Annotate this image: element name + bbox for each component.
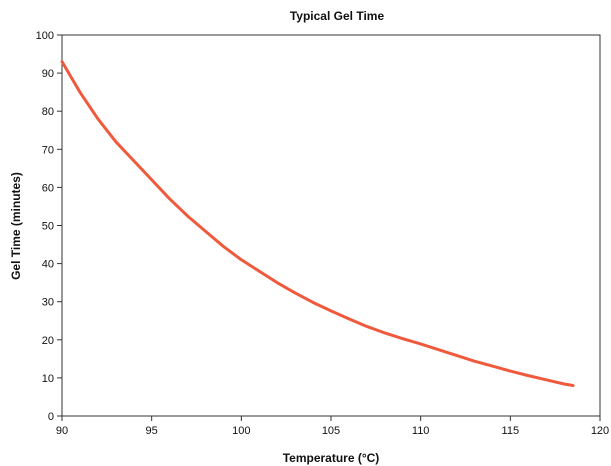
y-tick-label: 10: [42, 373, 54, 385]
y-tick-label: 100: [36, 30, 54, 42]
x-tick-label: 110: [412, 425, 430, 437]
x-tick-label: 90: [56, 425, 68, 437]
series-layer: [60, 60, 575, 388]
y-tick-label: 40: [42, 259, 54, 271]
axes-layer: [61, 34, 601, 417]
plot-frame: [61, 34, 601, 417]
y-tick-label: 0: [48, 411, 54, 423]
y-axis-label: Gel Time (minutes): [9, 172, 23, 280]
chart-title: Typical Gel Time: [290, 9, 385, 23]
ticks-layer: 90 95 100 105 110 115 120 0 10 20 30 40 50 60 70 80 90 10…: [36, 30, 610, 437]
y-tick-label: 90: [42, 68, 54, 80]
y-tick-label: 20: [42, 335, 54, 347]
x-tick-label: 105: [322, 425, 340, 437]
gel-time-series-line: [60, 60, 575, 388]
x-tick-label: 115: [502, 425, 520, 437]
x-tick-label: 95: [146, 425, 158, 437]
y-tick-label: 60: [42, 182, 54, 194]
y-tick-label: 30: [42, 297, 54, 309]
x-tick-label: 120: [591, 425, 609, 437]
y-tick-label: 80: [42, 106, 54, 118]
x-axis-label: Temperature (°C): [283, 451, 380, 465]
x-tick-label: 100: [232, 425, 250, 437]
y-tick-label: 50: [42, 221, 54, 233]
y-tick-label: 70: [42, 144, 54, 156]
